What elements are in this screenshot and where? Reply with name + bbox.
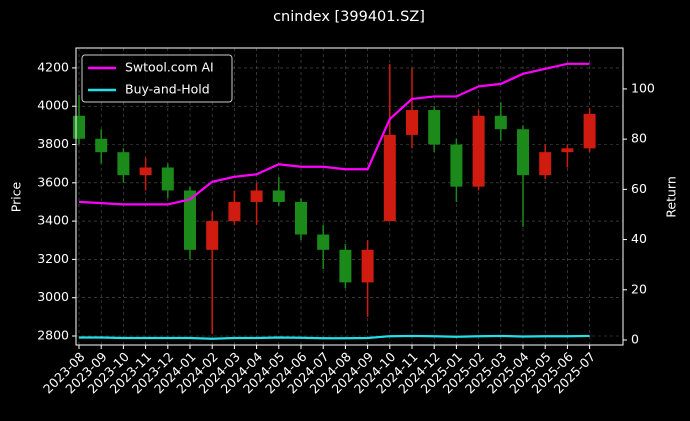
plot-frame [75,47,624,346]
series-line [79,334,590,340]
chart-title: cnindex [399401.SZ] [273,9,425,25]
candle-body [428,110,441,145]
candle-body [317,234,330,250]
y2-tick-label: 40 [631,231,647,246]
candle-body [73,115,85,139]
legend-box [81,54,233,103]
candle-body [228,201,241,222]
y-tick-label: 3800 [37,136,69,151]
candle-body [295,201,307,235]
candle-body [406,110,418,135]
y2-axis-label: Return [664,176,679,217]
legend-label: Swtool.com AI [125,60,214,75]
candle-body [117,152,130,176]
y2-tick-label: 100 [631,80,655,95]
y-tick-label: 3000 [37,289,69,304]
y2-tick-label: 80 [631,131,647,146]
candle-body [250,190,263,202]
candle-body [450,144,463,187]
series-line [78,62,590,206]
candle-body [184,190,196,250]
y-axis-label: Price [9,181,24,212]
y-tick-label: 4200 [37,59,69,74]
y-tick-label: 3400 [37,213,69,228]
legend-label: Buy-and-Hold [125,82,210,97]
candle-body [272,190,285,202]
y-tick-label: 2800 [37,328,69,343]
candle-body [472,115,485,187]
y-tick-label: 3200 [37,251,69,266]
y2-tick-label: 0 [631,331,639,346]
candle-body [539,152,552,176]
y-tick-label: 4000 [37,98,69,113]
candle-body [383,134,396,222]
candle-body [583,113,596,149]
candle-body [206,221,219,250]
candle-body [561,148,574,153]
candle-body [95,138,108,153]
y2-tick-label: 60 [631,181,647,196]
candle-body [339,249,352,283]
candle-body [494,115,507,130]
candle-body [161,167,174,191]
legend: Swtool.com AI Buy-and-Hold [81,54,233,103]
y2-tick-label: 20 [631,281,647,296]
candle-body [361,249,374,283]
y-tick-label: 3600 [37,174,69,189]
candle-body [517,129,529,176]
candle-body [139,167,152,176]
